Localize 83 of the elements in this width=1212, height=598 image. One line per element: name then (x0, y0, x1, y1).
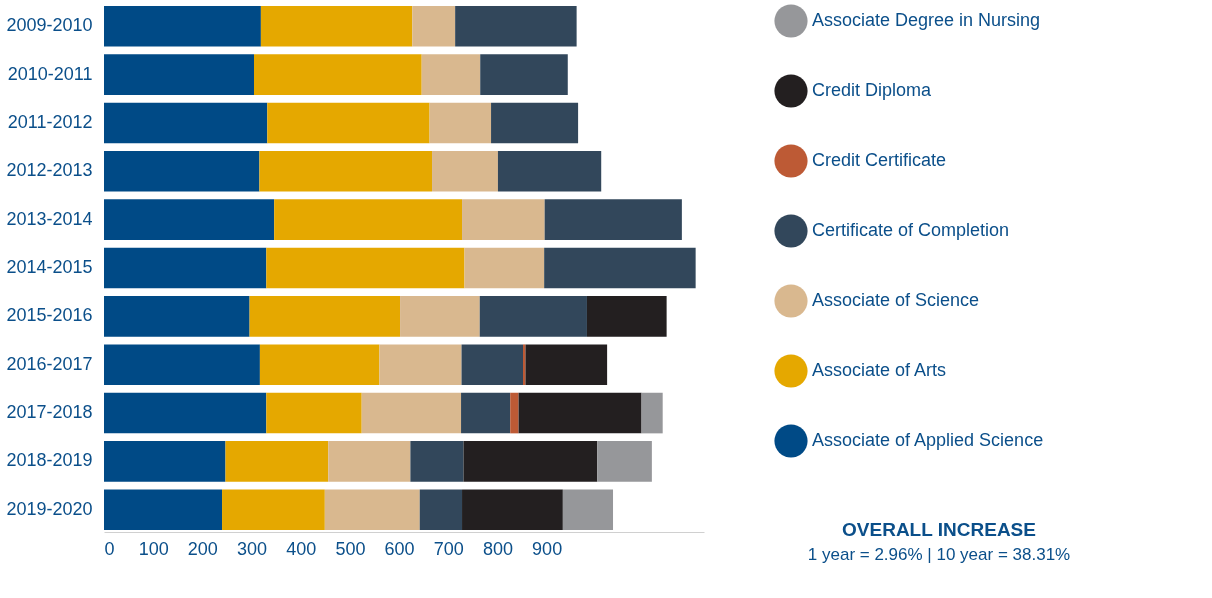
bar (410, 441, 464, 482)
bar (379, 344, 462, 386)
bar (597, 441, 652, 482)
bar (461, 392, 511, 434)
x-tick-label: 600 (384, 538, 415, 559)
bar (479, 296, 587, 337)
bar (419, 489, 463, 531)
x-tick-label: 900 (532, 538, 563, 559)
legend-label: Certificate of Completion (812, 220, 1010, 240)
bar (462, 199, 545, 240)
bar (104, 392, 267, 434)
x-tick-label: 400 (286, 538, 317, 559)
bar (225, 441, 329, 482)
x-tick-label: 800 (482, 538, 513, 559)
bar (266, 247, 465, 289)
bar (104, 296, 250, 337)
bar (432, 150, 498, 192)
bar (104, 102, 268, 144)
text: OVERALL INCREASE (842, 519, 1036, 540)
bar (544, 199, 682, 240)
y-tick-label: 2010-2011 (7, 63, 93, 84)
y-tick-label: 2013-2014 (6, 208, 93, 229)
bar (274, 199, 463, 240)
legend-label: Credit Diploma (812, 80, 933, 100)
bar (104, 5, 261, 47)
bar (328, 441, 411, 482)
y-tick-label: 2016-2017 (6, 353, 93, 374)
bar (259, 344, 380, 386)
y-tick-label: 2009-2010 (6, 15, 93, 36)
bar (412, 5, 456, 47)
bar (586, 296, 667, 337)
x-tick-label: 300 (237, 538, 268, 559)
bar (421, 54, 481, 95)
bar (259, 150, 433, 192)
y-tick-label: 2015-2016 (6, 305, 93, 326)
bar (491, 102, 579, 144)
bar (518, 392, 642, 434)
bar (249, 296, 401, 337)
bar (267, 102, 430, 144)
bar (464, 247, 545, 289)
bar (400, 296, 480, 337)
bar (510, 392, 519, 434)
x-tick-label: 200 (187, 538, 218, 559)
x-tick-label: 0 (104, 538, 115, 559)
legend-label: Associate of Science (812, 290, 980, 310)
bar (104, 489, 223, 531)
bar (462, 489, 563, 531)
bar (104, 150, 260, 192)
legend-label: Associate Degree in Nursing (812, 10, 1041, 30)
bar (480, 54, 568, 95)
bar (104, 344, 260, 386)
bar (104, 441, 226, 482)
bar (254, 54, 422, 95)
y-tick-label: 2017-2018 (6, 402, 93, 423)
x-tick-label: 500 (335, 538, 366, 559)
bar (104, 247, 267, 289)
legend-label: Credit Certificate (812, 150, 947, 170)
bar (562, 489, 614, 531)
bar (455, 5, 577, 47)
y-tick-label: 2014-2015 (6, 257, 93, 277)
y-tick-label: 2018-2019 (6, 450, 93, 471)
legend-label: Associate of Arts (812, 360, 947, 380)
legend-label: Associate of Applied Science (812, 430, 1044, 450)
bar (641, 392, 663, 434)
bar (266, 392, 362, 434)
bar (544, 247, 696, 289)
bar (497, 150, 602, 192)
y-tick-label: 2019-2020 (6, 498, 93, 519)
bar (429, 102, 492, 144)
y-tick-label: 2012-2013 (6, 160, 93, 181)
x-tick-label: 100 (138, 538, 169, 559)
bar (525, 344, 608, 386)
x-tick-label: 700 (433, 538, 464, 559)
bar (260, 5, 413, 47)
bar (361, 392, 462, 434)
bar (222, 489, 325, 531)
bar (324, 489, 420, 531)
bar (104, 54, 254, 95)
bar (104, 199, 275, 240)
text: 1 year = 2.96% | 10 year = 38.31% (807, 545, 1071, 564)
y-tick-label: 2011-2012 (7, 111, 93, 132)
bar (463, 441, 598, 482)
bar (461, 344, 524, 386)
